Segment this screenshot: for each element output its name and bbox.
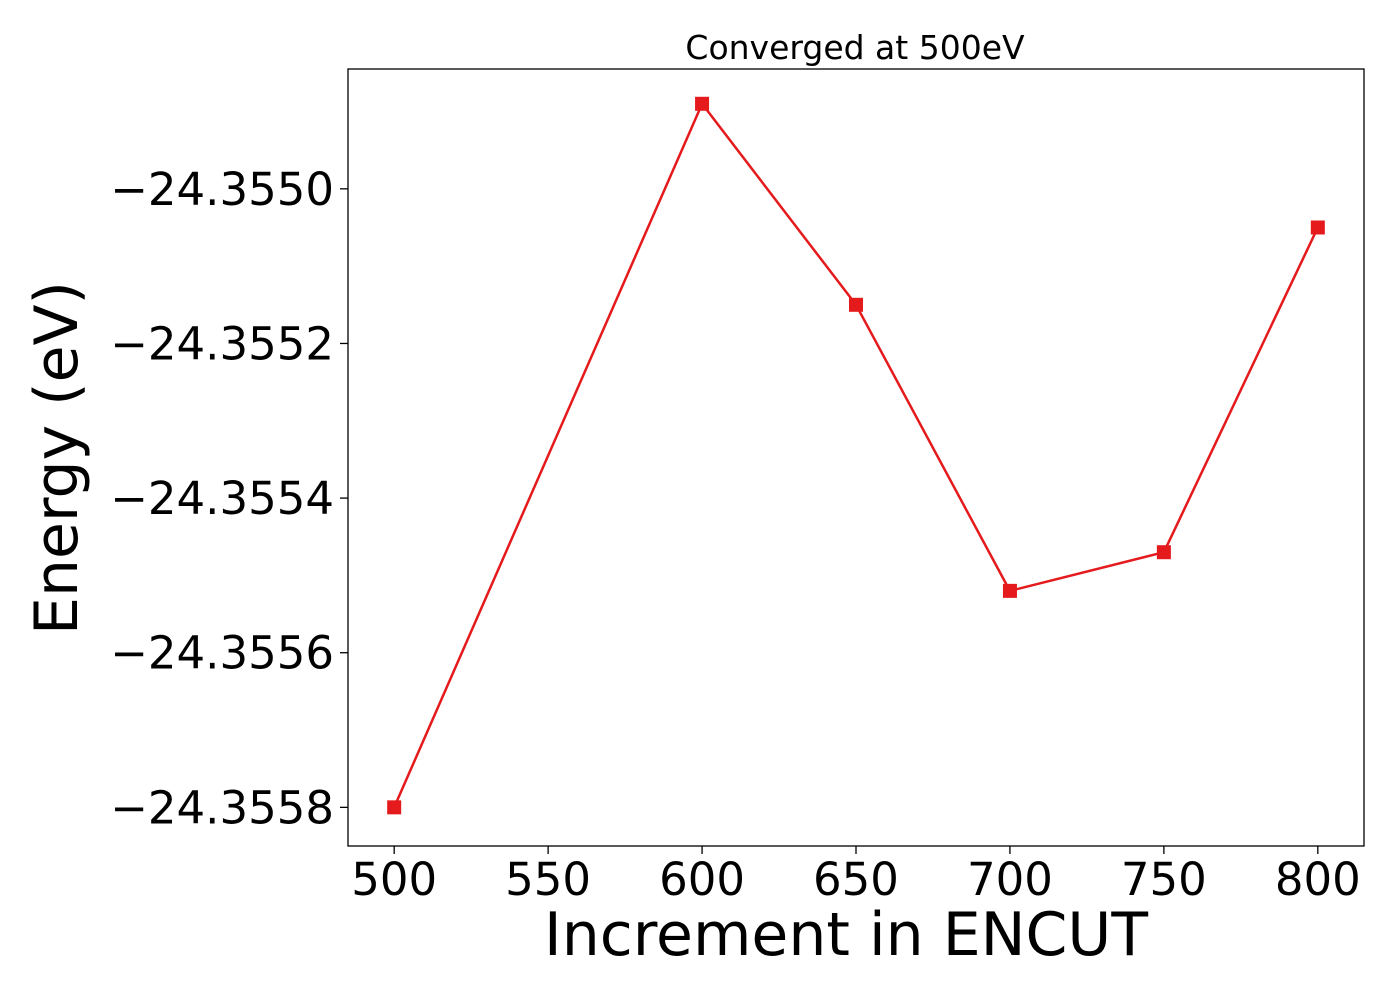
y-tick-label: −24.3558	[110, 781, 334, 834]
x-tick-label: 650	[813, 853, 899, 906]
data-point-marker	[1156, 545, 1171, 560]
y-tick-label: −24.3554	[110, 472, 334, 525]
x-tick-label: 500	[351, 853, 437, 906]
x-tick-label: 550	[505, 853, 591, 906]
ticks: 500 550 600 650 700 750 800 −24.3558 −24.3556 −24…	[110, 163, 1361, 906]
y-tick-label: −24.3550	[110, 163, 334, 216]
data-point-marker	[1002, 583, 1017, 598]
plot-lines	[393, 102, 1319, 808]
x-tick-label: 700	[967, 853, 1053, 906]
series-line	[393, 102, 1319, 808]
x-axis-label: Increment in ENCUT	[544, 900, 1148, 970]
data-point-marker	[849, 297, 863, 312]
plot-markers	[387, 96, 1325, 815]
plot-frame	[347, 68, 1365, 847]
x-tick-label: 750	[1121, 853, 1207, 906]
chart-title: Converged at 500eV	[685, 28, 1025, 67]
x-tick-label: 600	[659, 853, 745, 906]
y-tick-label: −24.3556	[110, 627, 334, 680]
data-point-marker	[387, 800, 402, 815]
data-point-marker	[1310, 220, 1325, 235]
y-axis-label: Energy (eV)	[22, 281, 92, 635]
y-tick-label: −24.3552	[110, 317, 334, 370]
data-point-marker	[695, 96, 710, 111]
x-tick-label: 800	[1275, 853, 1361, 906]
